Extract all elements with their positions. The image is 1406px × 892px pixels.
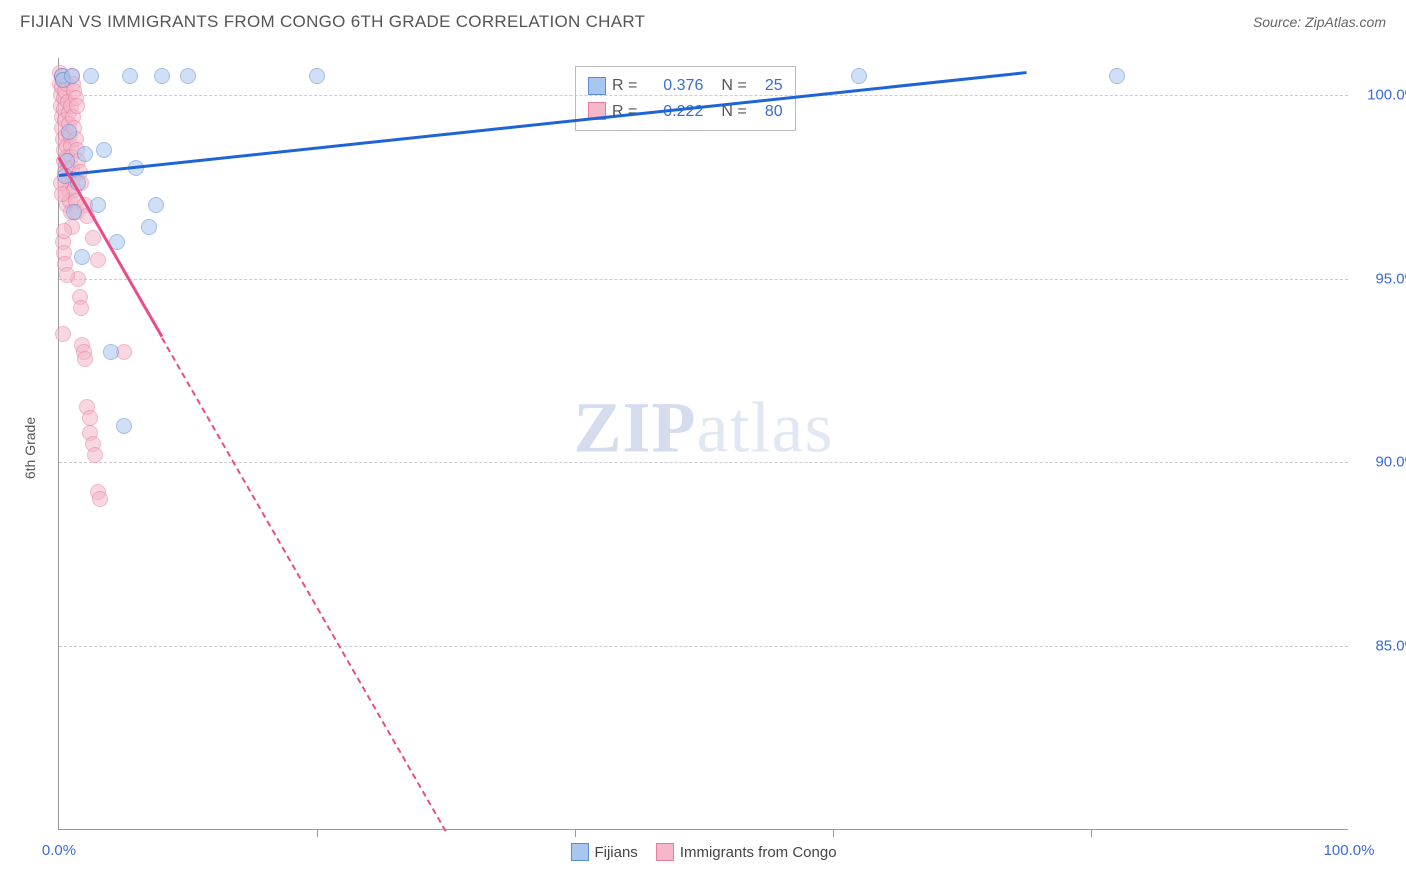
legend-swatch: [656, 843, 674, 861]
data-point: [154, 68, 170, 84]
watermark: ZIPatlas: [574, 387, 834, 470]
x-tick: [1091, 829, 1092, 837]
y-tick-label: 85.0%: [1358, 638, 1406, 655]
data-point: [180, 68, 196, 84]
data-point: [90, 252, 106, 268]
legend-R-label: R =: [612, 99, 637, 125]
data-point: [64, 68, 80, 84]
source-attribution: Source: ZipAtlas.com: [1253, 14, 1386, 30]
header: FIJIAN VS IMMIGRANTS FROM CONGO 6TH GRAD…: [0, 0, 1406, 40]
x-tick: [833, 829, 834, 837]
x-tick: [575, 829, 576, 837]
data-point: [309, 68, 325, 84]
data-point: [66, 204, 82, 220]
data-point: [77, 351, 93, 367]
plot-area: ZIPatlas R =0.376N =25R =-0.222N =80 Fij…: [58, 58, 1348, 830]
y-tick-label: 100.0%: [1358, 86, 1406, 103]
data-point: [82, 410, 98, 426]
x-tick-label: 0.0%: [42, 842, 76, 859]
legend-item: Immigrants from Congo: [656, 843, 837, 861]
data-point: [69, 98, 85, 114]
trend-line: [59, 71, 1027, 177]
data-point: [54, 186, 70, 202]
data-point: [96, 142, 112, 158]
series-legend: Fijians Immigrants from Congo: [570, 843, 836, 861]
data-point: [73, 300, 89, 316]
x-tick: [317, 829, 318, 837]
watermark-bold: ZIP: [574, 388, 697, 468]
grid-line: [59, 646, 1348, 647]
grid-line: [59, 95, 1348, 96]
data-point: [61, 124, 77, 140]
data-point: [116, 418, 132, 434]
data-point: [1109, 68, 1125, 84]
data-point: [55, 326, 71, 342]
trend-line: [161, 337, 447, 831]
legend-series-name: Fijians: [594, 844, 637, 861]
data-point: [141, 219, 157, 235]
source-label: Source:: [1253, 14, 1301, 30]
legend-item: Fijians: [570, 843, 637, 861]
data-point: [59, 267, 75, 283]
legend-series-name: Immigrants from Congo: [680, 844, 837, 861]
x-tick-label: 100.0%: [1324, 842, 1375, 859]
data-point: [74, 249, 90, 265]
chart-container: 6th Grade ZIPatlas R =0.376N =25R =-0.22…: [40, 48, 1386, 848]
data-point: [77, 146, 93, 162]
data-point: [122, 68, 138, 84]
data-point: [83, 68, 99, 84]
y-tick-label: 95.0%: [1358, 270, 1406, 287]
y-axis-label: 6th Grade: [22, 417, 38, 479]
grid-line: [59, 462, 1348, 463]
data-point: [103, 344, 119, 360]
watermark-light: atlas: [697, 388, 834, 468]
source-name: ZipAtlas.com: [1305, 14, 1386, 30]
data-point: [92, 491, 108, 507]
y-tick-label: 90.0%: [1358, 454, 1406, 471]
data-point: [85, 230, 101, 246]
data-point: [148, 197, 164, 213]
legend-swatch: [570, 843, 588, 861]
chart-title: FIJIAN VS IMMIGRANTS FROM CONGO 6TH GRAD…: [20, 12, 645, 32]
legend-swatch: [588, 77, 606, 95]
data-point: [90, 197, 106, 213]
data-point: [851, 68, 867, 84]
data-point: [56, 223, 72, 239]
grid-line: [59, 279, 1348, 280]
data-point: [87, 447, 103, 463]
